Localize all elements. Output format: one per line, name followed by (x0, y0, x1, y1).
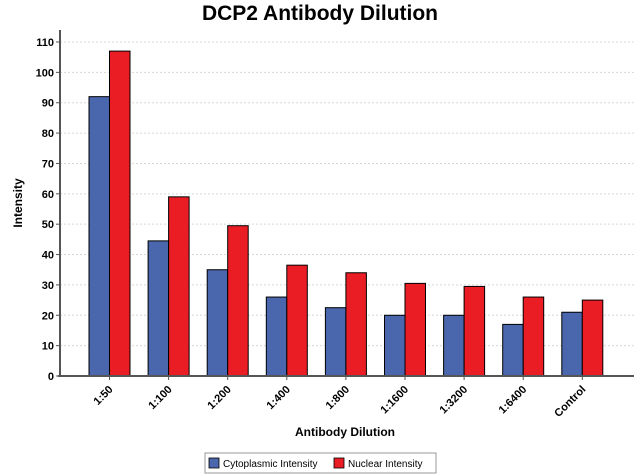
bar-cytoplasmic (561, 311, 583, 377)
x-tick-label: 1:1600 (378, 384, 411, 417)
bar-nuclear (404, 282, 426, 377)
bar-cytoplasmic (324, 307, 347, 377)
legend-swatch-nuclear (333, 457, 345, 469)
bar-nuclear (286, 264, 308, 377)
y-tick-label: 80 (42, 128, 54, 140)
y-axis-label: Intensity (11, 178, 25, 228)
y-tick-label: 30 (42, 280, 54, 292)
x-tick-label: 1:200 (205, 384, 233, 412)
x-axis-ticks: 1:50 1:100 1:200 1:400 1:800 1:1600 1:3200 1:64… (92, 376, 588, 420)
y-tick-label: 90 (42, 98, 54, 110)
bar-nuclear (109, 50, 131, 377)
legend-label-cytoplasmic: Cytoplasmic Intensity (223, 459, 317, 470)
x-tick-label: 1:100 (146, 384, 174, 412)
x-tick-label: Control (552, 384, 588, 420)
x-tick-label: 1:800 (324, 384, 352, 412)
bar-nuclear (463, 285, 486, 377)
y-tick-label: 100 (36, 67, 54, 79)
chart-title: DCP2 Antibody Dilution (202, 2, 438, 25)
bar-cytoplasmic (147, 240, 170, 377)
bar-nuclear (168, 196, 190, 377)
y-tick-label: 70 (42, 158, 54, 170)
bar-nuclear (345, 272, 367, 377)
y-tick-label: 10 (42, 341, 54, 353)
bars (88, 50, 604, 377)
bar-cytoplasmic (384, 314, 406, 377)
y-tick-label: 0 (48, 371, 54, 383)
bar-cytoplasmic (443, 314, 465, 377)
y-tick-label: 60 (42, 189, 54, 201)
y-tick-label: 40 (42, 250, 54, 262)
bar-cytoplasmic (206, 269, 229, 377)
x-tick-label: 1:6400 (497, 384, 530, 417)
x-tick-label: 1:3200 (438, 384, 471, 417)
x-tick-label: 1:50 (92, 384, 116, 408)
y-axis-ticks: 0 10 20 30 40 50 60 70 80 90 100 110 (36, 37, 60, 383)
bar-nuclear (227, 225, 249, 377)
x-tick-label: 1:400 (265, 384, 293, 412)
y-tick-label: 20 (42, 310, 54, 322)
y-tick-label: 50 (42, 219, 54, 231)
legend: Cytoplasmic Intensity Nuclear Intensity (204, 452, 437, 474)
bar-cytoplasmic (88, 96, 110, 377)
bar-nuclear (581, 299, 604, 377)
bar-cytoplasmic (502, 323, 524, 377)
bar-nuclear (522, 296, 545, 377)
legend-box (204, 452, 437, 474)
legend-label-nuclear: Nuclear Intensity (348, 459, 422, 470)
bar-cytoplasmic (265, 296, 288, 377)
y-tick-label: 110 (36, 37, 54, 49)
legend-swatch-cytoplasmic (208, 457, 220, 469)
x-axis-label: Antibody Dilution (295, 425, 395, 439)
